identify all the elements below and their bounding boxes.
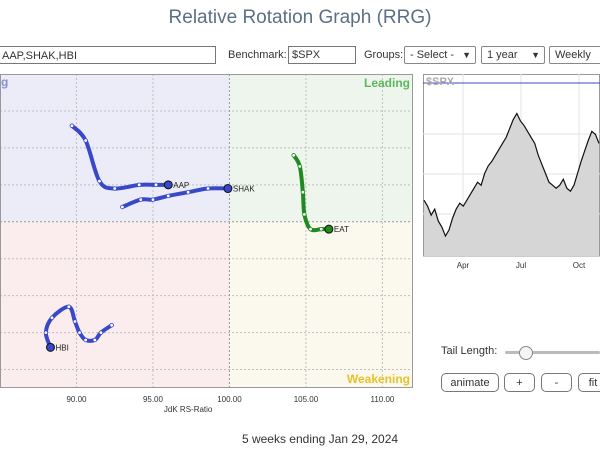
series-head-shak: [223, 184, 233, 194]
groups-label: Groups:: [364, 49, 404, 61]
groups-select-value: - Select -: [410, 49, 455, 61]
benchmark-input[interactable]: $SPX: [288, 46, 356, 64]
series-point-aap: [112, 186, 117, 191]
x-tick-label: 95.00: [143, 395, 164, 404]
series-head-hbi: [45, 342, 55, 352]
series-point-eat: [308, 226, 313, 232]
series-point-hbi: [109, 322, 114, 328]
x-tick-label: 110.00: [370, 395, 394, 404]
chevron-down-icon: ▼: [462, 50, 471, 60]
series-label-eat: EAT: [334, 225, 349, 234]
series-point-hbi: [77, 330, 82, 335]
series-point-eat: [319, 226, 324, 232]
series-tail-hbi: [43, 304, 114, 350]
groups-select[interactable]: - Select - ▼: [404, 46, 476, 64]
period-select[interactable]: 1 year ▼: [481, 46, 545, 64]
series-point-hbi: [66, 304, 72, 309]
period-select-value: 1 year: [487, 49, 518, 61]
x-tick-label: 105.00: [294, 395, 319, 404]
series-label-hbi: HBI: [55, 343, 68, 352]
page-title: Relative Rotation Graph (RRG): [168, 7, 432, 28]
quadrant-label-weakening: Weakening: [347, 372, 410, 386]
quadrant-label-leading: Leading: [364, 76, 410, 90]
series-point-eat: [302, 212, 307, 217]
plot-border: [0, 74, 413, 388]
rrg-chart[interactable]: Leading Weakening g 90.00 95.00 100.00 105.00 1…: [0, 74, 420, 424]
series-point-hbi: [98, 330, 104, 335]
series-point-hbi: [83, 337, 88, 343]
series-point-shak: [185, 190, 191, 195]
series-point-eat: [300, 190, 306, 195]
tail-length-slider-track[interactable]: [505, 351, 600, 354]
zoom-in-button[interactable]: +: [504, 373, 535, 392]
series-point-aap: [69, 123, 75, 128]
tail-length-label: Tail Length:: [441, 345, 498, 357]
series-point-eat: [291, 153, 296, 158]
series-point-eat: [297, 164, 303, 169]
quadrant-lagging: [0, 221, 230, 388]
benchmark-mini-chart: $SPX Apr Jul Oct: [423, 74, 600, 270]
series-point-hbi: [72, 319, 78, 324]
toolbar: AAP,SHAK,HBI Benchmark: $SPX Groups: - S…: [0, 46, 600, 68]
quadrant-improving: [0, 74, 230, 222]
series-point-shak: [120, 204, 125, 210]
series-point-aap: [83, 138, 88, 143]
mini-x-tick-label: Apr: [457, 261, 470, 270]
series-head-eat: [324, 224, 334, 234]
mini-area-fill: [424, 113, 599, 256]
footer-period: 5 weeks ending Jan 29, 2024: [241, 432, 399, 446]
mini-chart-title: $SPX: [426, 76, 455, 88]
quadrant-weakening: [229, 221, 413, 388]
series-point-aap: [97, 178, 102, 184]
series-point-aap: [136, 182, 142, 188]
series-label-shak: SHAK: [233, 185, 255, 194]
series-point-hbi: [49, 315, 55, 321]
mini-price-line: [423, 112, 600, 238]
chevron-down-icon: ▼: [531, 50, 540, 60]
symbols-input[interactable]: AAP,SHAK,HBI: [0, 46, 216, 64]
series-point-hbi: [43, 330, 49, 335]
series-point-shak: [205, 186, 211, 191]
series-point-shak: [150, 197, 156, 202]
x-tick-label: 90.00: [66, 395, 87, 404]
mini-x-tick-label: Jul: [516, 261, 526, 270]
zoom-out-button[interactable]: -: [541, 373, 572, 392]
animate-button[interactable]: animate: [441, 373, 499, 392]
series-point-aap: [153, 182, 159, 188]
series-label-aap: AAP: [173, 181, 189, 190]
benchmark-label: Benchmark:: [228, 49, 287, 61]
quadrant-label-improving: g: [1, 75, 8, 89]
series-point-hbi: [92, 337, 98, 343]
frequency-select-value: Weekly: [555, 49, 591, 61]
series-head-aap: [163, 180, 173, 190]
fit-button[interactable]: fit: [578, 373, 600, 392]
x-axis-title: JdK RS-Ratio: [164, 405, 213, 414]
series-point-shak: [138, 197, 143, 202]
frequency-select[interactable]: Weekly: [549, 46, 600, 64]
series-point-shak: [166, 193, 171, 199]
x-tick-label: 100.00: [217, 395, 242, 404]
tail-length-slider-knob[interactable]: [519, 346, 533, 360]
mini-x-tick-label: Oct: [573, 261, 586, 270]
